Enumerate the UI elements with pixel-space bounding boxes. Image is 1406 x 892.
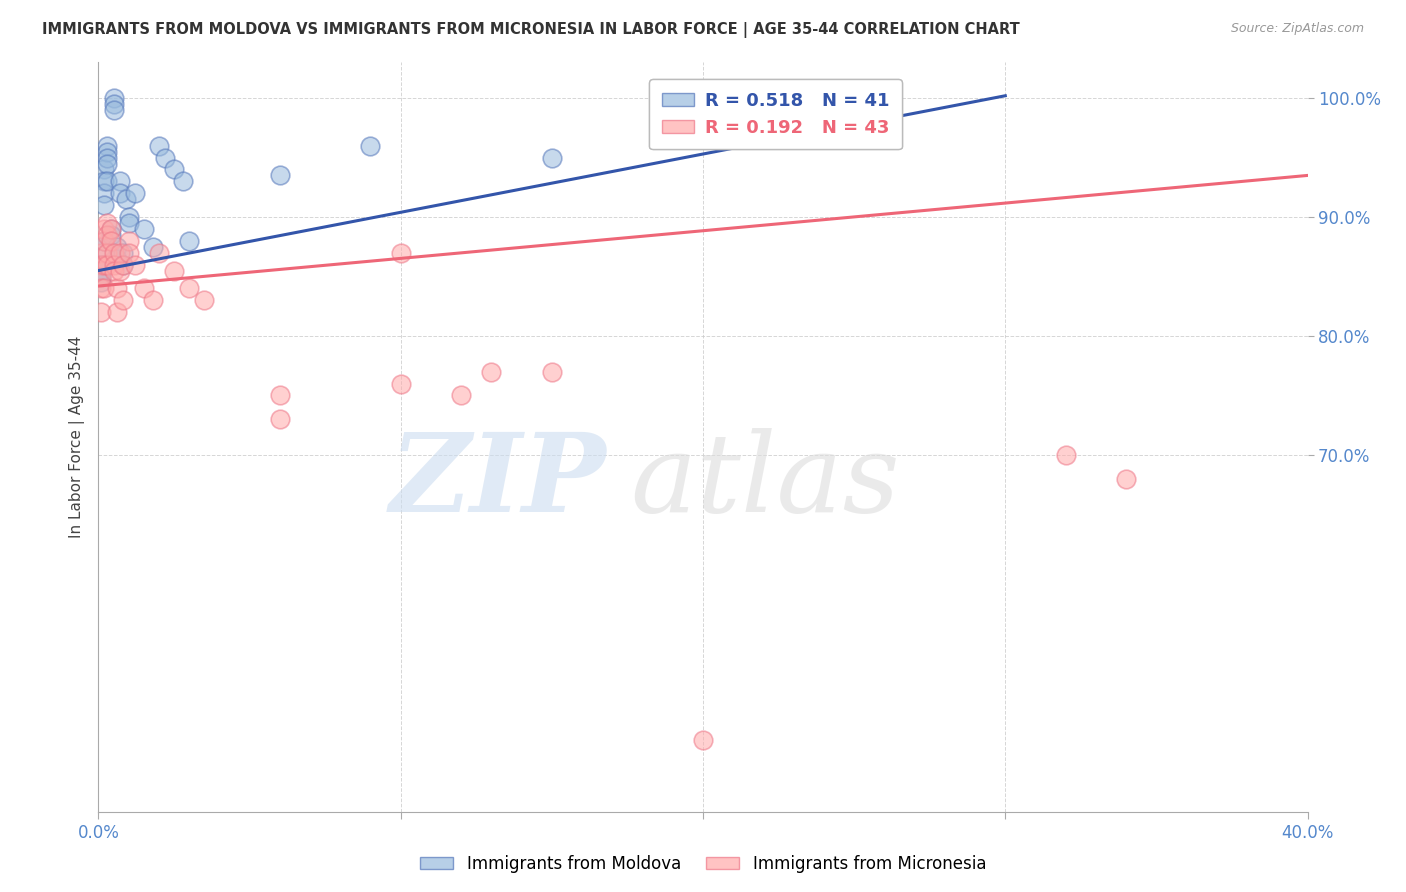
Point — [111, 245, 134, 260]
Point — [111, 293, 134, 308]
Point — [124, 186, 146, 201]
Point — [93, 281, 115, 295]
Point — [103, 245, 125, 260]
Point — [90, 263, 112, 277]
Point — [269, 169, 291, 183]
Point — [90, 269, 112, 284]
Point — [96, 227, 118, 242]
Point — [118, 234, 141, 248]
Point — [90, 305, 112, 319]
Point — [108, 263, 131, 277]
Point — [103, 91, 125, 105]
Point — [100, 222, 122, 236]
Point — [108, 174, 131, 188]
Point — [118, 216, 141, 230]
Point — [96, 138, 118, 153]
Point — [179, 234, 201, 248]
Point — [103, 97, 125, 112]
Text: Source: ZipAtlas.com: Source: ZipAtlas.com — [1230, 22, 1364, 36]
Point — [111, 258, 134, 272]
Legend: Immigrants from Moldova, Immigrants from Micronesia: Immigrants from Moldova, Immigrants from… — [413, 848, 993, 880]
Point — [103, 258, 125, 272]
Point — [108, 245, 131, 260]
Point — [269, 388, 291, 402]
Point — [450, 388, 472, 402]
Point — [93, 198, 115, 212]
Point — [93, 234, 115, 248]
Point — [105, 252, 128, 266]
Point — [90, 258, 112, 272]
Point — [148, 245, 170, 260]
Point — [540, 151, 562, 165]
Point — [96, 174, 118, 188]
Point — [481, 365, 503, 379]
Point — [148, 138, 170, 153]
Point — [389, 245, 412, 260]
Point — [193, 293, 215, 308]
Point — [90, 258, 112, 272]
Point — [132, 222, 155, 236]
Point — [153, 151, 176, 165]
Point — [93, 186, 115, 201]
Point — [93, 234, 115, 248]
Point — [163, 263, 186, 277]
Point — [108, 186, 131, 201]
Point — [96, 245, 118, 260]
Point — [100, 227, 122, 242]
Point — [692, 733, 714, 747]
Point — [103, 103, 125, 117]
Point — [93, 174, 115, 188]
Point — [100, 234, 122, 248]
Point — [132, 281, 155, 295]
Point — [96, 258, 118, 272]
Point — [844, 115, 866, 129]
Point — [90, 240, 112, 254]
Point — [389, 376, 412, 391]
Point — [118, 210, 141, 224]
Point — [124, 258, 146, 272]
Point — [105, 240, 128, 254]
Text: ZIP: ZIP — [389, 428, 606, 536]
Point — [179, 281, 201, 295]
Point — [172, 174, 194, 188]
Point — [142, 293, 165, 308]
Point — [90, 245, 112, 260]
Y-axis label: In Labor Force | Age 35-44: In Labor Force | Age 35-44 — [69, 336, 84, 538]
Point — [96, 145, 118, 159]
Point — [1054, 448, 1077, 462]
Point — [96, 156, 118, 170]
Point — [269, 412, 291, 426]
Point — [93, 222, 115, 236]
Point — [111, 258, 134, 272]
Point — [93, 258, 115, 272]
Text: atlas: atlas — [630, 428, 900, 536]
Point — [96, 216, 118, 230]
Point — [540, 365, 562, 379]
Text: IMMIGRANTS FROM MOLDOVA VS IMMIGRANTS FROM MICRONESIA IN LABOR FORCE | AGE 35-44: IMMIGRANTS FROM MOLDOVA VS IMMIGRANTS FR… — [42, 22, 1019, 38]
Point — [103, 263, 125, 277]
Point — [118, 245, 141, 260]
Point — [142, 240, 165, 254]
Point — [105, 281, 128, 295]
Point — [90, 269, 112, 284]
Point — [163, 162, 186, 177]
Point — [360, 138, 382, 153]
Point — [114, 192, 136, 206]
Point — [1115, 472, 1137, 486]
Point — [105, 305, 128, 319]
Point — [93, 162, 115, 177]
Point — [96, 151, 118, 165]
Point — [90, 281, 112, 295]
Point — [100, 222, 122, 236]
Legend: R = 0.518   N = 41, R = 0.192   N = 43: R = 0.518 N = 41, R = 0.192 N = 43 — [650, 79, 903, 149]
Point — [90, 276, 112, 290]
